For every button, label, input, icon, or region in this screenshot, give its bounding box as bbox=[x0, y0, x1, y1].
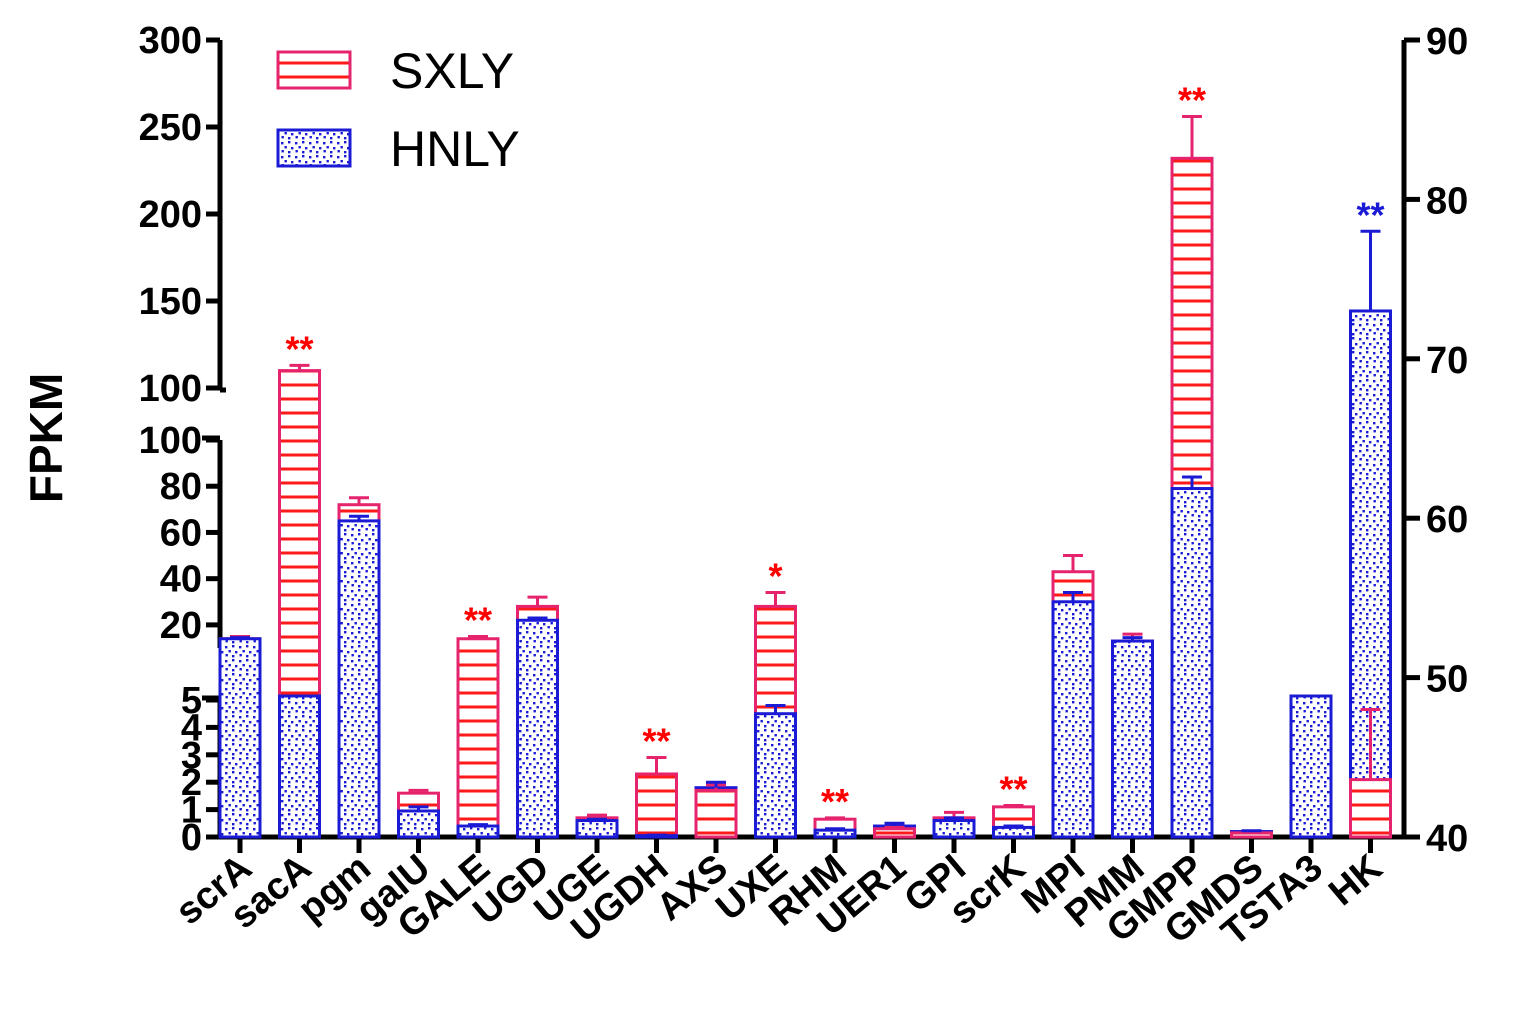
bar-group-GMDS bbox=[1230, 829, 1273, 839]
bar-hnly-GPI bbox=[932, 819, 976, 839]
significance-marker-UGDH: ** bbox=[642, 721, 670, 762]
bar-group-TSTA3 bbox=[1289, 694, 1333, 839]
bar-group-UGD bbox=[516, 595, 559, 839]
bar-group-scrA bbox=[218, 634, 262, 839]
bar-group-GMPP bbox=[1170, 115, 1214, 839]
bar-sxly-GALE bbox=[456, 637, 500, 839]
bar-group-pgm bbox=[337, 496, 381, 839]
category-label-HK: HK bbox=[1321, 846, 1390, 914]
left-axis-tick-label: 5 bbox=[181, 680, 202, 722]
bar-hnly-GMPP bbox=[1170, 487, 1214, 839]
bar-sxly-UER1 bbox=[873, 827, 916, 839]
bar-hnly-sacA bbox=[278, 694, 321, 839]
y-axis-title: FPKM bbox=[20, 373, 72, 503]
left-axis-tick-label: 20 bbox=[160, 605, 202, 647]
left-axis-tick-label: 2 bbox=[181, 762, 202, 804]
bar-group-GPI bbox=[932, 810, 976, 839]
significance-marker-HK: ** bbox=[1356, 194, 1384, 235]
right-axis-tick-label: 80 bbox=[1426, 180, 1468, 222]
left-axis-tick-label: 100 bbox=[139, 420, 202, 462]
bar-hnly-RHM bbox=[813, 828, 857, 839]
bar-hnly-UGD bbox=[516, 618, 559, 839]
bar-group-MPI bbox=[1051, 554, 1095, 839]
bar-group-sacA bbox=[278, 363, 321, 839]
right-axis-tick-label: 60 bbox=[1426, 499, 1468, 541]
left-axis-tick-label: 40 bbox=[160, 559, 202, 601]
left-axis-tick-label: 100 bbox=[139, 368, 202, 410]
bar-hnly-TSTA3 bbox=[1289, 694, 1333, 839]
left-axis-tick-label: 150 bbox=[139, 281, 202, 323]
bar-hnly-pgm bbox=[337, 519, 381, 839]
bar-group-UXE bbox=[754, 591, 797, 839]
left-axis-tick-label: 250 bbox=[139, 107, 202, 149]
significance-marker-GALE: ** bbox=[464, 599, 492, 640]
bar-group-GALE bbox=[456, 634, 500, 839]
legend-label-hnly: HNLY bbox=[390, 121, 520, 177]
bar-group-galU bbox=[397, 788, 440, 839]
bar-hnly-UGE bbox=[575, 819, 619, 839]
bar-hnly-GALE bbox=[456, 824, 500, 839]
legend-item-sxly: SXLY bbox=[276, 43, 514, 99]
bar-sxly-AXS bbox=[694, 788, 738, 839]
significance-marker-RHM: ** bbox=[821, 781, 849, 822]
bar-hnly-UXE bbox=[754, 712, 797, 839]
category-labels: scrAsacApgmgalUGALEUGDUGEUGDHAXSUXERHMUE… bbox=[168, 846, 1391, 954]
bar-hnly-PMM bbox=[1111, 639, 1154, 839]
bar-sxly-UGDH bbox=[635, 772, 678, 839]
left-axis-tick-label: 3 bbox=[181, 735, 202, 777]
bar-group-RHM bbox=[813, 816, 857, 839]
bar-group-UGDH bbox=[635, 756, 678, 839]
significance-marker-sacA: ** bbox=[285, 328, 313, 369]
bar-group-UGE bbox=[575, 813, 619, 839]
left-axis-tick-label: 300 bbox=[139, 20, 202, 62]
legend-swatch-hnly bbox=[276, 128, 352, 168]
bar-hnly-scrA bbox=[218, 637, 262, 839]
significance-marker-UXE: * bbox=[768, 556, 782, 597]
bar-group-AXS bbox=[694, 780, 738, 839]
right-axis-tick-label: 40 bbox=[1426, 818, 1468, 860]
bar-sxly-HK bbox=[1349, 778, 1392, 839]
left-axis-tick-label: 60 bbox=[160, 512, 202, 554]
bar-hnly-MPI bbox=[1051, 600, 1095, 839]
bar-group-UER1 bbox=[873, 821, 916, 839]
left-axis-tick-label: 4 bbox=[181, 707, 202, 749]
bar-hnly-galU bbox=[397, 809, 440, 839]
legend: SXLY HNLY bbox=[276, 43, 520, 177]
legend-item-hnly: HNLY bbox=[276, 121, 520, 177]
left-axis-tick-label: 1 bbox=[181, 790, 202, 832]
left-axis-tick-label: 80 bbox=[160, 466, 202, 508]
left-axis-tick-label: 200 bbox=[139, 194, 202, 236]
significance-marker-GMPP: ** bbox=[1178, 80, 1206, 121]
bars: ********* ****** bbox=[218, 80, 1392, 839]
right-axis-tick-label: 90 bbox=[1426, 21, 1468, 63]
bar-hnly-scrK bbox=[992, 825, 1035, 839]
right-axis-tick-label: 50 bbox=[1426, 659, 1468, 701]
bar-group-scrK bbox=[992, 803, 1035, 839]
right-axis-tick-label: 70 bbox=[1426, 340, 1468, 382]
bar-group-PMM bbox=[1111, 632, 1154, 839]
significance-marker-scrK: ** bbox=[999, 768, 1027, 809]
bar-group-HK bbox=[1349, 229, 1392, 839]
legend-label-sxly: SXLY bbox=[390, 43, 514, 99]
left-axis-tick-label: 0 bbox=[181, 817, 202, 859]
legend-swatch-sxly bbox=[276, 50, 352, 90]
